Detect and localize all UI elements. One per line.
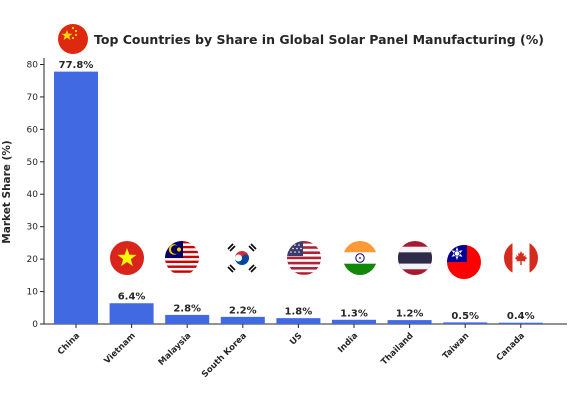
y-tick-label: 70 [27, 93, 39, 103]
y-tick-label: 60 [27, 125, 39, 135]
x-tick-label: Vietnam [102, 331, 137, 366]
vietnam-flag-icon [110, 241, 144, 275]
bar-vietnam [109, 303, 154, 324]
india-flag-icon [343, 241, 377, 275]
bar-malaysia [165, 314, 210, 324]
bar-thailand [387, 320, 432, 324]
flags [110, 241, 538, 279]
y-axis-label: Market Share (%) [1, 140, 13, 243]
thailand-flag-icon [398, 241, 432, 275]
x-tick-label: India [336, 331, 360, 355]
y-tick-label: 0 [32, 320, 38, 330]
bars [54, 71, 543, 324]
bar-south-korea [220, 316, 265, 324]
x-tick-label: South Korea [200, 331, 249, 380]
category-labels: China Vietnam Malaysia South Korea US India Th… [56, 324, 527, 380]
bar-us [276, 318, 321, 324]
y-tick-label: 40 [27, 190, 39, 200]
x-tick-label: US [288, 331, 304, 347]
value-label: 0.4% [507, 311, 535, 322]
bar-india [332, 319, 376, 324]
y-tick-label: 80 [27, 60, 39, 70]
bar-china [54, 71, 98, 324]
value-label: 2.8% [173, 303, 201, 314]
value-labels: 77.8% 6.4% 2.8% 2.2% 1.8% 1.3% 1.2% 0.5% 0.4% [59, 60, 535, 322]
value-label: 1.8% [285, 307, 313, 318]
malaysia-flag-icon [165, 241, 199, 275]
value-label: 77.8% [59, 60, 94, 71]
bar-taiwan [443, 322, 488, 324]
y-tick-label: 10 [27, 288, 39, 298]
y-tick-label: 30 [27, 223, 39, 233]
y-axis: 0 10 20 30 40 50 60 70 80 [27, 58, 45, 330]
x-tick-label: Taiwan [441, 331, 471, 361]
y-ticks: 0 10 20 30 40 50 60 70 80 [27, 60, 44, 330]
x-tick-label: Thailand [379, 331, 415, 367]
value-label: 2.2% [229, 305, 257, 316]
value-label: 1.2% [396, 309, 424, 320]
value-label: 1.3% [340, 308, 368, 319]
y-tick-label: 20 [27, 255, 39, 265]
x-tick-label: Malaysia [157, 331, 194, 368]
y-tick-label: 50 [27, 158, 39, 168]
bar-canada [498, 322, 543, 324]
south-korea-flag-icon [225, 241, 259, 275]
taiwan-flag-icon [447, 245, 481, 279]
x-tick-label: Canada [495, 331, 527, 363]
us-flag-icon [287, 241, 321, 275]
value-label: 0.5% [451, 311, 479, 322]
value-label: 6.4% [118, 292, 146, 303]
title-china-flag-icon [58, 24, 88, 54]
x-tick-label: China [56, 331, 82, 357]
chart-title: Top Countries by Share in Global Solar P… [94, 32, 544, 47]
canada-flag-icon [504, 241, 538, 275]
